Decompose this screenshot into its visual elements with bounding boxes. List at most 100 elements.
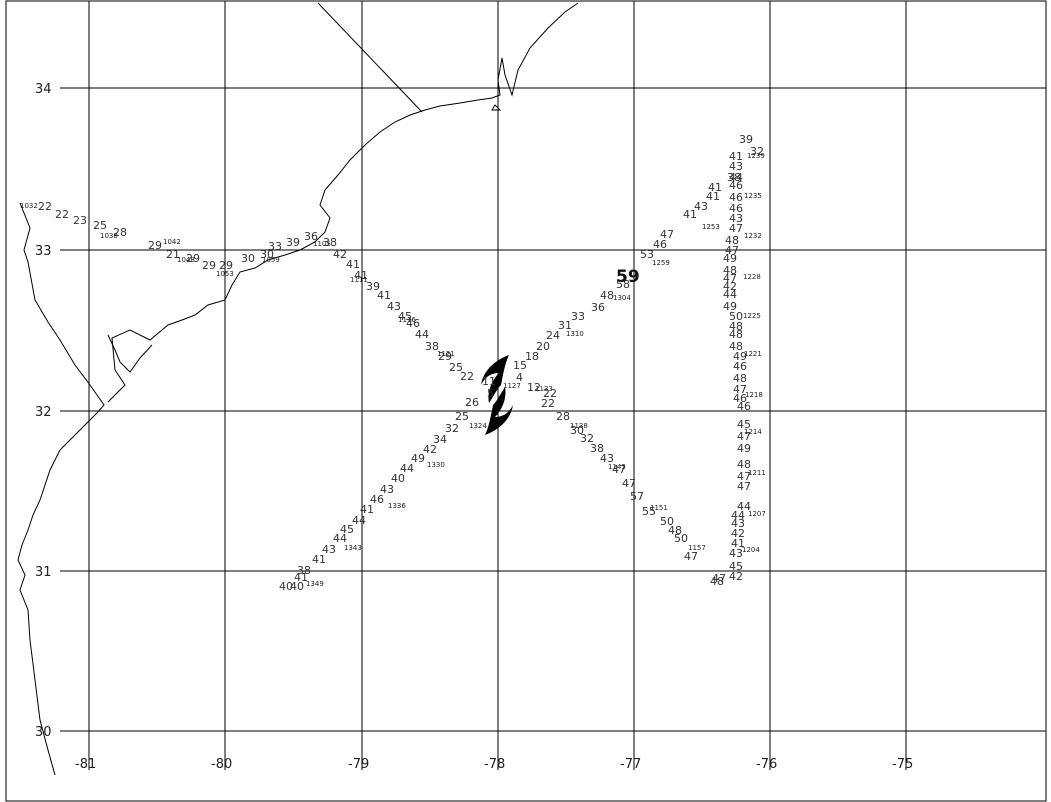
wind-obs-label: 43 xyxy=(729,160,743,173)
longitude-label: -80 xyxy=(211,757,232,772)
wind-obs-label: 55 xyxy=(642,505,656,518)
wind-obs-label: 38 xyxy=(297,564,311,577)
wind-obs-label: 46 xyxy=(729,179,743,192)
max-wind-label: 59 xyxy=(616,267,640,287)
wind-obs-label: 22 xyxy=(460,370,474,383)
wind-obs-label: 57 xyxy=(630,490,644,503)
time-stamp-label: 1138 xyxy=(570,422,588,430)
time-stamp-label: 1121 xyxy=(437,350,455,358)
time-stamp-label: 1232 xyxy=(744,232,762,240)
time-stamp-label: 1111 xyxy=(350,276,368,284)
latitude-label: 34 xyxy=(35,82,52,97)
wind-obs-label: 42 xyxy=(729,570,743,583)
wind-obs-label: 31 xyxy=(558,319,572,332)
time-stamp-label: 1059 xyxy=(262,256,280,264)
time-stamp-label: 1214 xyxy=(744,428,762,436)
latitude-labels: 34 33 32 31 30 xyxy=(35,82,52,740)
wind-obs-label: 44 xyxy=(352,514,366,527)
wind-obs-label: 41 xyxy=(683,208,697,221)
time-stamp-label: 1048 xyxy=(177,256,195,264)
time-stamp-label: 1259 xyxy=(652,259,670,267)
wind-obs-label: 25 xyxy=(455,410,469,423)
wind-obs-label: 38 xyxy=(425,340,439,353)
wind-obs-label: 50 xyxy=(660,515,674,528)
longitude-label: -79 xyxy=(348,757,369,772)
time-stamp-label: 1127 xyxy=(503,382,521,390)
graticule xyxy=(60,1,1046,770)
wind-obs-label: 46 xyxy=(733,360,747,373)
longitude-label: -78 xyxy=(484,757,505,772)
wind-obs-label: 20 xyxy=(536,340,550,353)
time-stamp-label: 1133 xyxy=(535,385,553,393)
wind-obs-label: 29 xyxy=(186,252,200,265)
wind-obs-label: 43 xyxy=(729,212,743,225)
wind-obs-label: 39 xyxy=(739,133,753,146)
wind-obs-label: 29 xyxy=(202,259,216,272)
map-frame xyxy=(5,0,1047,802)
wind-obs-label: 21 xyxy=(166,248,180,261)
wind-obs-label: 18 xyxy=(525,350,539,363)
time-stamp-label: 1310 xyxy=(566,330,584,338)
wind-obs-label: 48 xyxy=(729,320,743,333)
wind-obs-label: 44 xyxy=(400,462,414,475)
wind-obs-label: 45 xyxy=(737,418,751,431)
wind-obs-label: 49 xyxy=(733,350,747,363)
wind-obs-label: 49 xyxy=(723,300,737,313)
marker-triangle xyxy=(491,104,502,111)
wind-obs-label: 47 xyxy=(660,228,674,241)
latitude-label: 30 xyxy=(35,725,52,740)
wind-obs-label: 22 xyxy=(55,208,69,221)
wind-obs-label: 33 xyxy=(268,240,282,253)
wind-obs-label: 38 xyxy=(323,236,337,249)
wind-obs-label: 46 xyxy=(653,238,667,251)
wind-obs-label: 33 xyxy=(571,310,585,323)
wind-obs-label: 11 xyxy=(482,375,496,388)
time-stamp-label: 1157 xyxy=(688,544,706,552)
river-line xyxy=(317,2,423,113)
time-stamp-label: 1225 xyxy=(743,312,761,320)
wind-obs-label: 47 xyxy=(612,463,626,476)
wind-obs-label: 46 xyxy=(737,400,751,413)
wind-obs-label: 44 xyxy=(731,509,745,522)
wind-obs-label: 48 xyxy=(668,524,682,537)
wind-obs-label: 28 xyxy=(113,226,127,239)
wind-obs-label: 36 xyxy=(591,301,605,314)
wind-obs-label: 41 xyxy=(708,181,722,194)
wind-obs-label: 42 xyxy=(731,527,745,540)
time-stamp-label: 1042 xyxy=(163,238,181,246)
wind-obs-label: 46 xyxy=(406,317,420,330)
wind-obs-label: 41 xyxy=(312,553,326,566)
longitude-label: -81 xyxy=(75,757,96,772)
time-stamp-label: 1151 xyxy=(650,504,668,512)
wind-obs-label: 47 xyxy=(712,572,726,585)
wind-obs-label: 26 xyxy=(465,396,479,409)
wind-obs-label: 23 xyxy=(73,214,87,227)
wind-obs-label: 53 xyxy=(640,248,654,261)
wind-obs-label: 48 xyxy=(729,340,743,353)
wind-obs-label: 43 xyxy=(731,517,745,530)
wind-obs-label: 47 xyxy=(729,222,743,235)
hurricane-symbol-icon xyxy=(481,355,513,435)
track-lines xyxy=(491,104,502,111)
wind-obs-label: 30 xyxy=(241,252,255,265)
wind-obs-label: 58 xyxy=(616,278,630,291)
longitude-label: -75 xyxy=(892,757,913,772)
time-stamp-label: 1343 xyxy=(344,544,362,552)
time-stamp-label: 1330 xyxy=(427,461,445,469)
wind-obs-label: 29 xyxy=(219,259,233,272)
wind-obs-label: 46 xyxy=(729,202,743,215)
wind-obs-label: 47 xyxy=(737,430,751,443)
wind-obs-label: 44 xyxy=(729,171,743,184)
wind-obs-label: 12 xyxy=(527,381,541,394)
wind-obs-label: 40 xyxy=(391,472,405,485)
wind-obs-label: 48 xyxy=(737,458,751,471)
time-stamp-label: 1207 xyxy=(748,510,766,518)
coastline xyxy=(17,2,579,776)
wind-obs-label: 22 xyxy=(38,200,52,213)
time-stamp-label: 1116 xyxy=(398,316,416,324)
wind-obs-label: 32 xyxy=(750,145,764,158)
wind-obs-label: 32 xyxy=(580,432,594,445)
wind-obs-label: 46 xyxy=(729,191,743,204)
